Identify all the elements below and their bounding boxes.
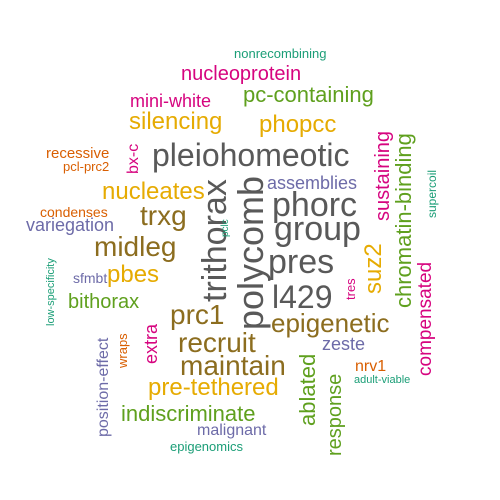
word: midleg — [94, 231, 177, 262]
word: bx-c — [125, 143, 142, 174]
word: pcl-prc2 — [63, 159, 110, 174]
word: phopcc — [259, 111, 337, 138]
word: sustaining — [372, 130, 394, 221]
word: condenses — [40, 204, 108, 220]
word: adult-viable — [354, 374, 411, 386]
word: nucleates — [102, 178, 205, 205]
word: chromatin-binding — [391, 133, 416, 308]
word: zeste — [322, 334, 366, 354]
word: ablated — [295, 353, 320, 426]
word: variegation — [26, 215, 115, 235]
word: wraps — [115, 333, 130, 368]
word: nonrecombining — [234, 46, 327, 61]
word: recruit — [178, 327, 256, 358]
word: extra — [141, 323, 161, 364]
word: trithorax — [196, 179, 234, 302]
word: prc1 — [170, 299, 225, 330]
word: mini-white — [130, 91, 212, 111]
word: epigenomics — [170, 439, 243, 454]
word: nrv1 — [355, 358, 387, 375]
word: assemblies — [267, 173, 358, 193]
word: l429 — [272, 279, 333, 315]
word: silencing — [129, 108, 223, 135]
word: tres — [343, 278, 358, 300]
word: indiscriminate — [121, 401, 256, 426]
word: pre-tethered — [148, 374, 279, 401]
word: suz2 — [360, 243, 387, 294]
word: group — [274, 210, 361, 248]
word: maintain — [180, 350, 286, 381]
word: bithorax — [68, 291, 140, 313]
word: polycomb — [230, 175, 271, 330]
word: pres — [268, 243, 335, 281]
word: position-effect — [95, 337, 112, 437]
word: nucleoprotein — [181, 63, 302, 85]
word: pc-containing — [243, 82, 374, 107]
word: malignant — [197, 422, 267, 439]
word: compensated — [415, 261, 436, 376]
word: response — [324, 373, 346, 456]
word: phorc — [272, 186, 358, 224]
word: sfmbt — [73, 270, 108, 286]
word: low-specificity — [45, 258, 57, 326]
word: pbes — [107, 261, 160, 288]
word: epigenetic — [271, 308, 390, 338]
word: pclc — [220, 219, 231, 237]
word: trxg — [140, 200, 187, 231]
word: pleiohomeotic — [152, 137, 350, 173]
word: recessive — [46, 145, 110, 162]
word: supercoil — [425, 169, 439, 218]
